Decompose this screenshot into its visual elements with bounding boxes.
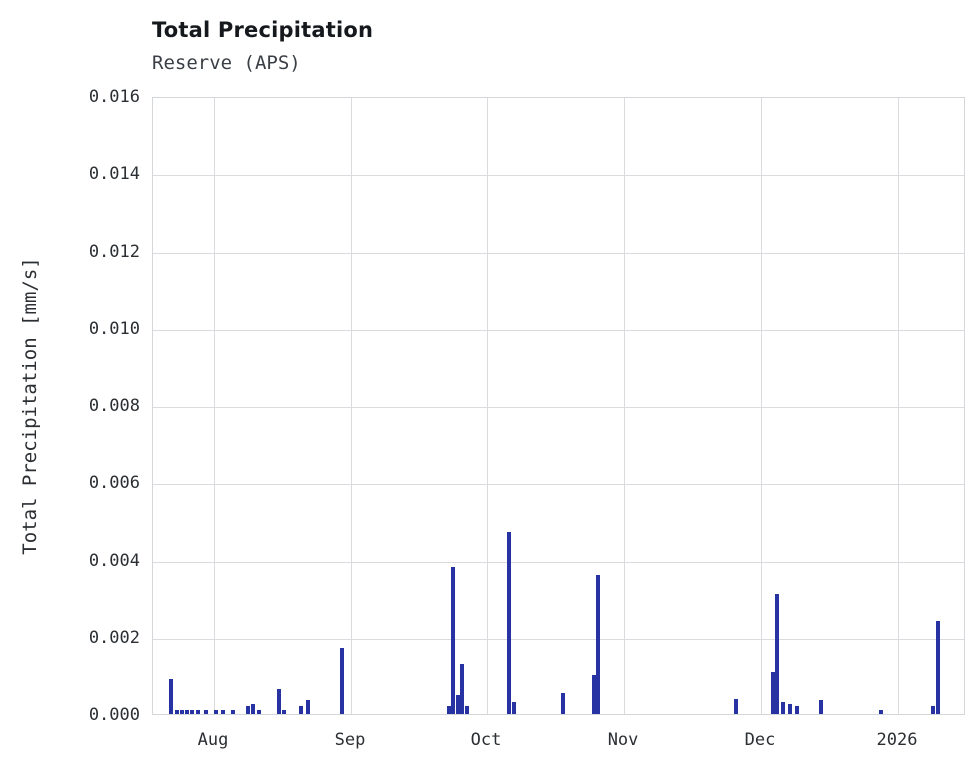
y-tick-label: 0.008: [88, 396, 140, 416]
precipitation-bar: [299, 706, 303, 714]
y-tick-label: 0.014: [88, 164, 140, 185]
y-tick-label: 0.010: [88, 318, 140, 339]
v-gridline: [760, 98, 762, 714]
v-gridline: [898, 98, 900, 714]
h-gridline: [153, 638, 964, 640]
precipitation-bar: [734, 699, 738, 714]
y-tick-label: 0.016: [88, 87, 140, 107]
precipitation-bar: [306, 700, 310, 714]
y-axis-label: Total Precipitation [mm/s]: [19, 257, 41, 555]
x-tick-label: Sep: [334, 730, 366, 750]
y-tick-label: 0.004: [88, 550, 140, 571]
precipitation-bar: [819, 700, 823, 714]
precipitation-bar: [771, 672, 775, 714]
x-tick-label: Aug: [197, 730, 229, 750]
precipitation-bar: [512, 702, 516, 714]
x-tick-label: Oct: [470, 730, 502, 750]
y-tick-label: 0.012: [88, 241, 140, 262]
chart-subtitle: Reserve (APS): [152, 52, 301, 74]
h-gridline: [153, 252, 964, 254]
plot-area: [152, 97, 965, 715]
precipitation-bar: [451, 567, 455, 714]
v-gridline: [486, 98, 488, 714]
precipitation-bar: [190, 710, 194, 714]
x-tick-label: Nov: [607, 730, 639, 750]
precipitation-bar: [204, 710, 208, 714]
precipitation-bar: [277, 689, 281, 714]
precipitation-bar: [561, 693, 565, 714]
precipitation-bar: [795, 706, 799, 714]
precipitation-bar: [169, 679, 173, 714]
precipitation-bar: [340, 648, 344, 714]
h-gridline: [153, 329, 964, 331]
precipitation-bar: [282, 710, 286, 714]
chart-title: Total Precipitation: [152, 18, 374, 42]
v-gridline: [213, 98, 215, 714]
precipitation-bar: [931, 706, 935, 714]
precipitation-bar: [447, 706, 451, 714]
h-gridline: [153, 484, 964, 486]
precipitation-bar: [788, 704, 792, 714]
precipitation-bar: [196, 710, 200, 714]
precipitation-bar: [246, 706, 250, 714]
precipitation-bar: [781, 702, 785, 714]
v-gridline: [624, 98, 626, 714]
y-tick-label: 0.006: [88, 473, 140, 494]
v-gridline: [350, 98, 352, 714]
precipitation-bar: [596, 575, 600, 714]
precipitation-bar: [465, 706, 469, 714]
precipitation-bar: [879, 710, 883, 714]
x-tick-label: 2026: [876, 730, 918, 750]
precipitation-bar: [231, 710, 235, 714]
precipitation-bar: [507, 532, 511, 714]
x-tick-label: Dec: [744, 730, 776, 750]
y-tick-label: 0.000: [88, 705, 140, 725]
precipitation-bar: [175, 710, 179, 714]
h-gridline: [153, 175, 964, 177]
precipitation-bar: [251, 704, 255, 714]
precipitation-bar: [185, 710, 189, 714]
precipitation-bar: [456, 695, 460, 714]
precipitation-bar: [936, 621, 940, 714]
precipitation-bar: [221, 710, 225, 714]
precipitation-bar: [460, 664, 464, 714]
precipitation-bar: [592, 675, 596, 714]
h-gridline: [153, 407, 964, 408]
precipitation-bar: [257, 710, 261, 714]
h-gridline: [153, 561, 964, 563]
precipitation-bar: [214, 710, 218, 714]
precipitation-bar: [180, 710, 184, 714]
y-tick-label: 0.002: [88, 627, 140, 648]
precipitation-bar: [775, 594, 779, 714]
